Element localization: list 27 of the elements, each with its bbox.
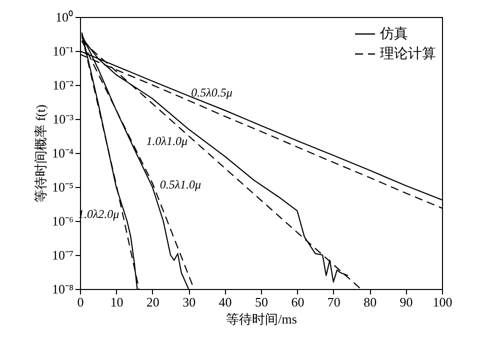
annotation: 1.0λ1.0μ [146, 134, 188, 148]
x-tick-label: 40 [218, 294, 232, 310]
x-tick-label: 20 [146, 294, 160, 310]
y-tick-label: 10⁻⁷ [52, 248, 74, 262]
y-tick-label: 10⁻² [52, 78, 74, 92]
annotation: 0.5λ0.5μ [191, 86, 232, 100]
x-tick-label: 80 [364, 294, 377, 310]
y-tick-label: 10⁻⁴ [52, 146, 74, 160]
y-tick-label: 10⁻⁵ [52, 180, 74, 194]
x-tick-label: 70 [327, 294, 340, 310]
legend-label: 理论计算 [380, 46, 436, 62]
y-tick-label: 10⁻⁸ [52, 282, 74, 296]
x-tick-label: 30 [182, 294, 196, 310]
x-axis-title: 等待时间/ms [226, 312, 297, 326]
x-tick-label: 50 [255, 294, 268, 310]
x-tick-label: 0 [77, 294, 84, 310]
x-tick-label: 10 [110, 294, 124, 310]
legend-label: 仿真 [379, 26, 408, 42]
y-tick-label: 10⁰ [56, 10, 74, 24]
x-tick-label: 100 [432, 294, 452, 310]
y-tick-label: 10⁻¹ [52, 44, 74, 58]
x-tick-label: 90 [400, 294, 413, 310]
x-tick-label: 60 [291, 294, 304, 310]
y-axis-title: 等待时间概率 f(t) [32, 104, 48, 202]
y-tick-label: 10⁻³ [52, 112, 74, 126]
y-tick-label: 10⁻⁶ [52, 214, 74, 228]
annotation: 0.5λ1.0μ [160, 177, 202, 192]
